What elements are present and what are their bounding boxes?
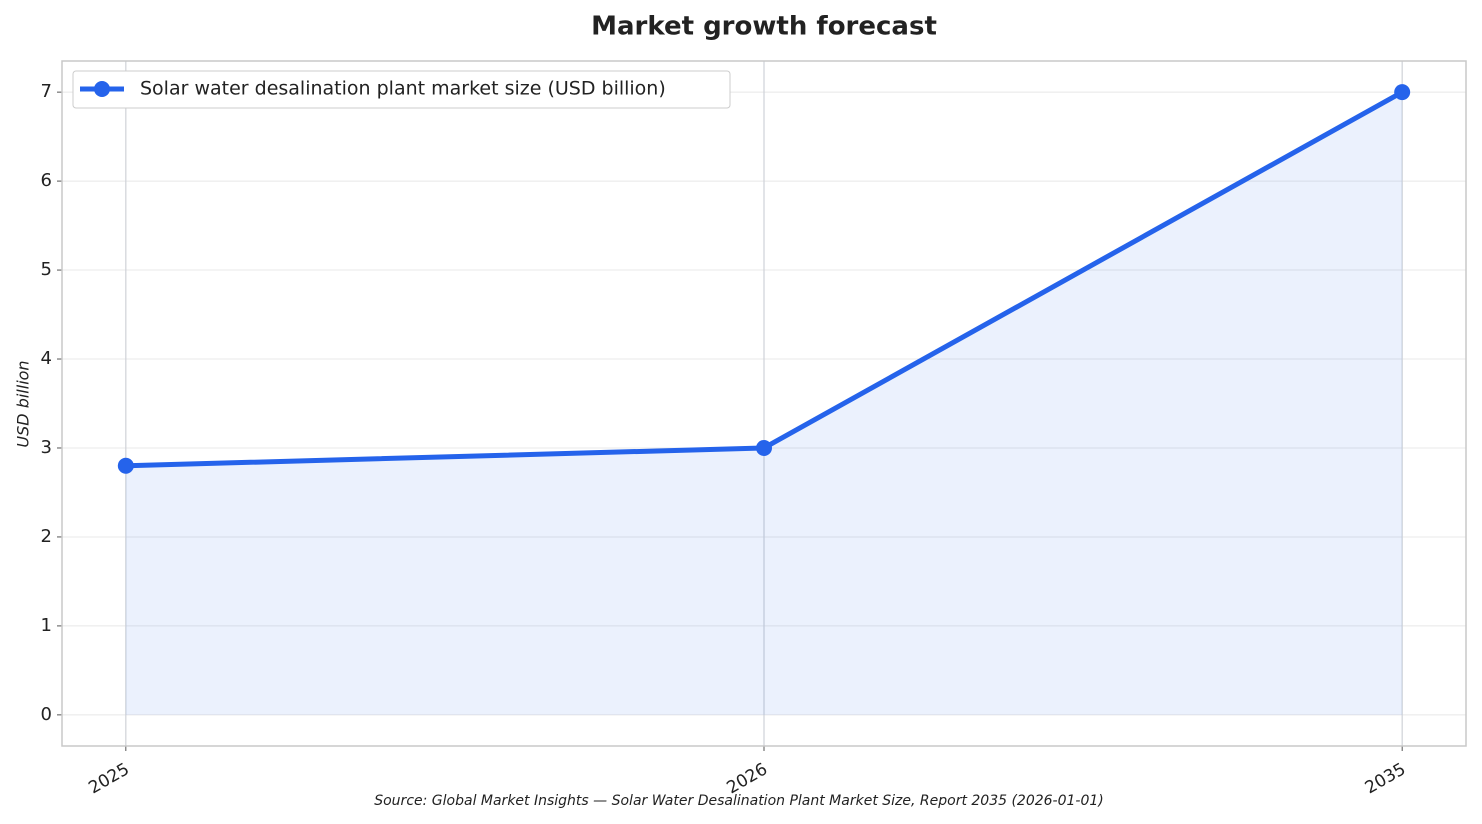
y-tick-label: 3: [41, 437, 52, 458]
x-tick-label: 2025: [85, 759, 132, 798]
point: [117, 457, 134, 474]
legend-box: [72, 70, 731, 109]
chart-title: Market growth forecast: [591, 12, 937, 42]
plot-frame: [61, 60, 1467, 747]
area: [125, 92, 1403, 715]
y-axis-label: USD billion: [14, 360, 33, 447]
legend-label: Solar water desalination plant market si…: [140, 78, 666, 100]
point: [756, 439, 772, 456]
y-tick-label: 1: [41, 615, 52, 636]
y-tick-label: 7: [41, 81, 52, 102]
y-tick-label: 2: [41, 526, 52, 547]
legend-marker: [94, 81, 110, 97]
point: [1394, 84, 1411, 101]
y-tick-label: 4: [41, 348, 52, 369]
legend: Solar water desalination plant market si…: [72, 70, 731, 109]
source-note: Source: Global Market Insights — Solar W…: [374, 793, 1104, 809]
y-tick-label: 6: [41, 170, 52, 191]
y-tick-label: 0: [41, 704, 52, 725]
y-tick-label: 5: [41, 259, 52, 280]
x-tick-label: 2035: [1362, 759, 1409, 798]
